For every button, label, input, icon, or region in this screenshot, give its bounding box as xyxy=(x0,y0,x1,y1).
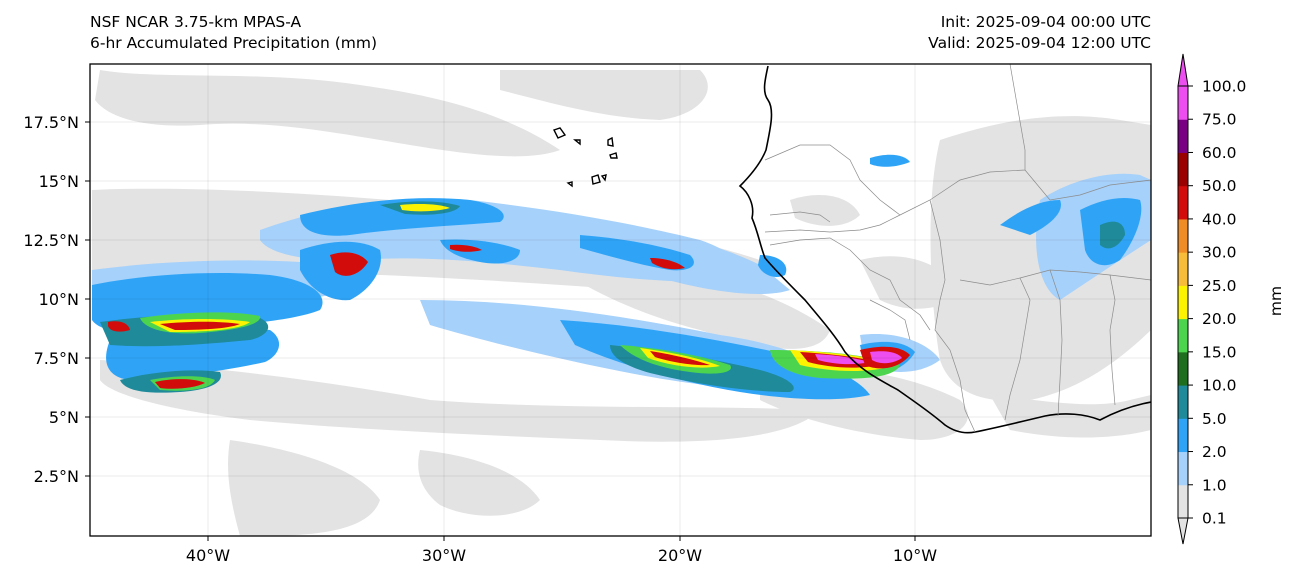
colorbar-tick-label: 30.0 xyxy=(1202,244,1237,262)
map-panel xyxy=(89,63,1152,537)
colorbar-lower-extend xyxy=(1177,517,1189,545)
cape-verde-islands xyxy=(553,127,618,188)
colorbar-swatch xyxy=(1178,285,1188,320)
x-tick-label: 10°W xyxy=(893,546,937,565)
colorbar-swatch xyxy=(1178,318,1188,353)
colorbar-tick-label: 60.0 xyxy=(1202,144,1237,162)
y-tick-label: 17.5°N xyxy=(23,113,79,132)
colorbar-swatch xyxy=(1178,119,1188,153)
colorbar-tick-label: 5.0 xyxy=(1202,410,1227,428)
geography-lines xyxy=(553,64,1151,434)
valid-time: Valid: 2025-09-04 12:00 UTC xyxy=(928,34,1151,52)
colorbar-tick-label: 1.0 xyxy=(1202,476,1227,494)
product-title: 6-hr Accumulated Precipitation (mm) xyxy=(90,34,377,52)
y-tick-label: 10°N xyxy=(39,290,79,309)
x-axis: 40°W 30°W 20°W 10°W xyxy=(186,536,937,565)
heavy-rain-layer xyxy=(108,204,910,389)
y-tick-label: 12.5°N xyxy=(23,231,79,250)
country-borders xyxy=(764,64,1151,433)
colorbar-swatch xyxy=(1178,218,1188,253)
colorbar-tick-label: 75.0 xyxy=(1202,111,1237,129)
colorbar-tick-label: 25.0 xyxy=(1202,277,1237,295)
colorbar-tick-label: 50.0 xyxy=(1202,177,1237,195)
colorbar-tick-label: 100.0 xyxy=(1202,78,1246,96)
y-tick-label: 5°N xyxy=(49,408,79,427)
title-left: NSF NCAR 3.75-km MPAS-A 6-hr Accumulated… xyxy=(90,12,377,54)
title-right: Init: 2025-09-04 00:00 UTC Valid: 2025-0… xyxy=(928,12,1151,54)
colorbar-unit-label: mm xyxy=(1267,286,1285,316)
colorbar-frame xyxy=(1177,85,1189,519)
colorbar-tick-label: 40.0 xyxy=(1202,210,1237,228)
colorbar-swatch xyxy=(1178,418,1188,453)
colorbar-swatch xyxy=(1178,185,1188,220)
colorbar-upper-extend xyxy=(1177,53,1189,87)
colorbar-tick-label: 15.0 xyxy=(1202,343,1237,361)
x-tick-label: 30°W xyxy=(422,546,466,565)
colorbar-swatch xyxy=(1178,385,1188,419)
colorbar: 0.1 1.0 2.0 5.0 10.0 15.0 20.0 25.0 30.0 40.0 50.0… xyxy=(1177,53,1285,545)
colorbar-swatch xyxy=(1178,451,1188,486)
x-tick-label: 40°W xyxy=(186,546,230,565)
colorbar-swatch xyxy=(1178,484,1188,519)
coastline xyxy=(738,65,1151,434)
colorbar-tick-label: 2.0 xyxy=(1202,443,1227,461)
colorbar-ticks: 0.1 1.0 2.0 5.0 10.0 15.0 20.0 25.0 30.0 40.0 50.0… xyxy=(1188,78,1246,528)
y-axis: 17.5°N 15°N 12.5°N 10°N 7.5°N 5°N 2.5°N xyxy=(23,113,90,486)
colorbar-swatches xyxy=(1177,53,1189,545)
colorbar-tick-label: 20.0 xyxy=(1202,310,1237,328)
map-frame xyxy=(89,63,1152,537)
precip-field xyxy=(92,70,1151,536)
colorbar-swatch xyxy=(1178,86,1188,120)
colorbar-swatch xyxy=(1178,351,1188,386)
colorbar-tick-label: 0.1 xyxy=(1202,510,1227,528)
x-tick-label: 20°W xyxy=(658,546,702,565)
y-tick-label: 2.5°N xyxy=(34,467,79,486)
y-tick-label: 15°N xyxy=(39,172,79,191)
gridlines xyxy=(90,64,1151,536)
y-tick-label: 7.5°N xyxy=(34,349,79,368)
colorbar-swatch xyxy=(1178,252,1188,286)
model-title: NSF NCAR 3.75-km MPAS-A xyxy=(90,13,302,31)
colorbar-tick-label: 10.0 xyxy=(1202,377,1237,395)
colorbar-swatch xyxy=(1178,152,1188,187)
init-time: Init: 2025-09-04 00:00 UTC xyxy=(940,13,1151,31)
